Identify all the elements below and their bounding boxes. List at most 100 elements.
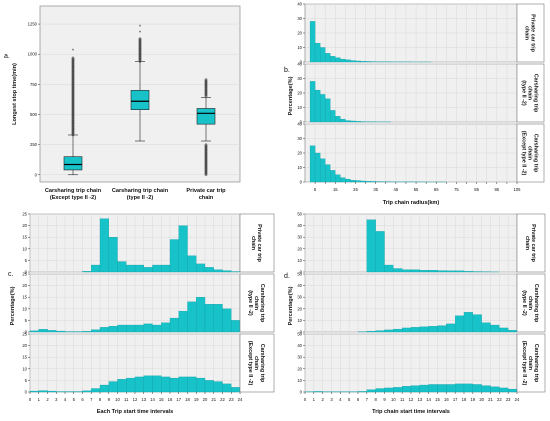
facet-ytick-label: 20 bbox=[297, 151, 302, 156]
histogram-bar bbox=[325, 98, 331, 123]
histogram-bar bbox=[345, 59, 351, 63]
panel-a-ytick-label: 1000 bbox=[28, 52, 38, 57]
facet-ytick-label: 40 bbox=[297, 223, 302, 228]
histogram-bar bbox=[319, 47, 326, 63]
x-tick-label: 21 bbox=[488, 397, 493, 402]
facet-ytick-label: 0 bbox=[300, 60, 303, 65]
histogram-bar bbox=[91, 329, 101, 333]
facet-ytick-label: 10 bbox=[22, 246, 27, 251]
histogram-bar bbox=[134, 324, 144, 333]
x-tick-label: 5 bbox=[73, 397, 76, 402]
facet-ytick-label: 20 bbox=[22, 223, 27, 228]
facet-ytick-label: 20 bbox=[22, 343, 27, 348]
facet-ytick-label: 10 bbox=[22, 366, 27, 371]
facet-strip bbox=[239, 273, 275, 333]
facet-ytick-label: 5 bbox=[25, 318, 28, 323]
facet-strip-label: Carsharing tripchain(Except type II -2) bbox=[520, 131, 538, 176]
histogram-bar bbox=[222, 308, 232, 333]
histogram-bar bbox=[178, 310, 188, 333]
histogram-bar bbox=[231, 387, 241, 393]
histogram-bar bbox=[187, 301, 197, 333]
facet-ytick-label: 10 bbox=[297, 258, 302, 263]
histogram-bar bbox=[463, 383, 473, 393]
histogram-bar bbox=[463, 312, 473, 333]
facet-ytick-label: 40 bbox=[297, 283, 302, 288]
y-axis-title: Percentage(%) bbox=[10, 286, 16, 325]
facet-strip bbox=[239, 333, 275, 393]
x-tick-label: 5 bbox=[314, 187, 317, 192]
histogram-bar bbox=[335, 116, 341, 123]
histogram-bar bbox=[169, 239, 179, 273]
facet-ytick-label: 0 bbox=[300, 270, 303, 275]
histogram-bar bbox=[357, 391, 367, 393]
histogram-bar bbox=[428, 326, 438, 333]
x-tick-label: 11 bbox=[400, 397, 405, 402]
panel-a-category-label: Carsharing trip chain (type II -2) bbox=[112, 188, 169, 201]
histogram-bar bbox=[204, 304, 214, 333]
histogram-bar bbox=[330, 56, 336, 63]
histogram-bar bbox=[309, 145, 316, 183]
histogram-bar bbox=[82, 390, 92, 393]
histogram-bar bbox=[345, 178, 351, 183]
panel-a-category-label: Private car trip chain bbox=[186, 188, 226, 201]
facet-ytick-label: 15 bbox=[22, 295, 27, 300]
histogram-bar bbox=[472, 314, 482, 333]
x-tick-label: 18 bbox=[185, 397, 190, 402]
facet-strip bbox=[239, 213, 275, 273]
histogram-bar bbox=[455, 383, 465, 393]
histogram-bar bbox=[99, 327, 109, 333]
x-tick-label: 19 bbox=[194, 397, 199, 402]
facet-ytick-label: 20 bbox=[297, 91, 302, 96]
histogram-bar bbox=[365, 61, 371, 63]
histogram-bar bbox=[313, 391, 323, 393]
histogram-bar bbox=[152, 324, 162, 333]
facet-strip bbox=[516, 63, 545, 123]
x-tick-label: 55 bbox=[414, 187, 419, 192]
facet-ytick-label: 10 bbox=[297, 378, 302, 383]
facet-strip-label: Carsharing tripchain(type II -2) bbox=[521, 284, 539, 323]
panel-letter: c. bbox=[8, 271, 14, 278]
x-tick-label: 16 bbox=[168, 397, 173, 402]
box-extreme-marker: * bbox=[139, 24, 141, 30]
histogram-bar bbox=[481, 385, 491, 393]
histogram-bar bbox=[143, 267, 153, 273]
facet-ytick-label: 0 bbox=[300, 330, 303, 335]
histogram-bar bbox=[402, 386, 412, 393]
x-tick-label: 6 bbox=[81, 397, 84, 402]
x-tick-label: 24 bbox=[238, 397, 243, 402]
facet-strip bbox=[516, 333, 546, 393]
facet-ytick-label: 20 bbox=[297, 31, 302, 36]
box-outlier bbox=[204, 78, 208, 81]
panel-a-ylabel: Longest stop time(min) bbox=[12, 63, 18, 125]
histogram-bar bbox=[410, 269, 420, 273]
facet-ytick-label: 50 bbox=[297, 212, 302, 217]
panel-a-ytick-label: 500 bbox=[30, 112, 38, 117]
histogram-bar bbox=[345, 120, 351, 123]
histogram-bar bbox=[340, 177, 346, 183]
histogram-bar bbox=[419, 326, 429, 333]
panel-b-histogram: 0 10 20 30 40 Private car tripchain 0 10 20 30 40 C… bbox=[284, 2, 545, 206]
histogram-bar bbox=[91, 388, 101, 393]
box-iqr bbox=[130, 90, 150, 110]
histogram-bar bbox=[340, 118, 346, 123]
box-outlier bbox=[204, 143, 208, 146]
histogram-bar bbox=[508, 330, 518, 333]
facet-ytick-label: 30 bbox=[297, 235, 302, 240]
x-tick-label: 24 bbox=[515, 397, 520, 402]
histogram-bar bbox=[419, 270, 429, 273]
x-tick-label: 4 bbox=[339, 397, 342, 402]
x-tick-label: 14 bbox=[426, 397, 431, 402]
box-outlier bbox=[204, 144, 208, 147]
x-tick-label: 0 bbox=[29, 397, 32, 402]
x-tick-label: 15 bbox=[435, 397, 440, 402]
histogram-bar bbox=[152, 264, 162, 273]
facet-strip-label: Carsharing tripchain(Except type II -2) bbox=[247, 341, 265, 386]
histogram-bar bbox=[178, 376, 188, 393]
box-outlier bbox=[71, 57, 75, 60]
histogram-bar bbox=[437, 270, 447, 273]
histogram-bar bbox=[314, 43, 321, 63]
facet-strip-label: Private car tripchain bbox=[523, 14, 535, 52]
histogram-bar bbox=[325, 164, 331, 183]
histogram-bar bbox=[499, 327, 509, 333]
